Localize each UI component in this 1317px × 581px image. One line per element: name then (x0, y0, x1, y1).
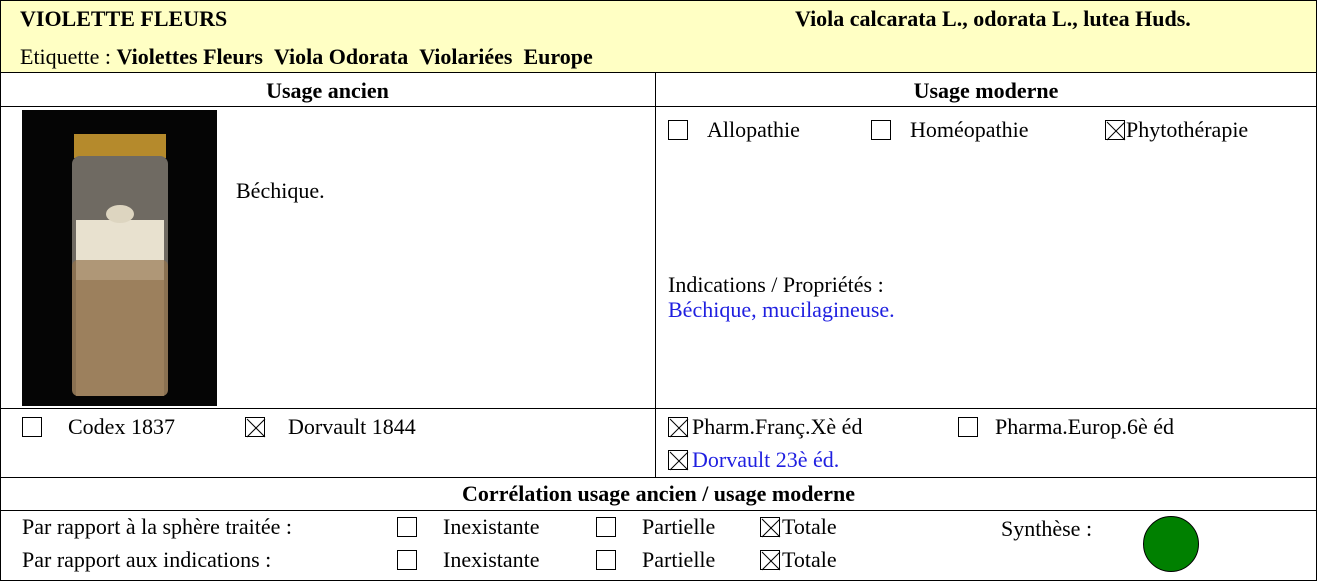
checkbox-label: Totale (782, 514, 837, 539)
synthesis-label: Synthèse : (1001, 516, 1093, 541)
header-background (0, 0, 1317, 72)
column-heading: Usage ancien (266, 78, 389, 103)
indications: Béchique, mucilagineuse. (668, 297, 895, 322)
border (0, 106, 1317, 107)
checkbox (668, 120, 688, 140)
checkbox-label: Pharma.Europ.6è éd (995, 414, 1174, 439)
checkbox (1105, 120, 1126, 141)
border (0, 510, 1317, 511)
description: Béchique. (236, 178, 325, 203)
checkbox-label: Homéopathie (910, 117, 1029, 142)
checkbox-label: Allopathie (707, 117, 800, 142)
checkbox (397, 517, 417, 537)
label: Viola Odorata (273, 44, 409, 69)
synthesis-indicator (1143, 516, 1199, 572)
checkbox-label: Inexistante (443, 514, 540, 539)
checkbox (958, 417, 978, 437)
checkbox-label: Inexistante (443, 547, 540, 572)
label-prefix: Etiquette : (20, 44, 112, 69)
row-label: Par rapport à la sphère traitée : (22, 514, 292, 539)
checkbox-label: Totale (782, 547, 837, 572)
correlation-heading: Corrélation usage ancien / usage moderne (462, 481, 855, 506)
border (0, 0, 1317, 1)
checkbox (668, 450, 689, 471)
checkbox-label: Codex 1837 (68, 414, 175, 439)
check-mark (761, 551, 781, 571)
check-mark (669, 451, 689, 471)
check-mark (669, 418, 689, 438)
checkbox-label: Dorvault 1844 (288, 414, 416, 439)
check-mark (1106, 121, 1126, 141)
checkbox (596, 517, 616, 537)
label: Violariées (419, 44, 513, 69)
checkbox-label: Dorvault 23è éd. (692, 447, 840, 472)
checkbox (668, 417, 689, 438)
jar-photo (22, 110, 217, 406)
checkbox (596, 550, 616, 570)
row-label: Par rapport aux indications : (22, 547, 272, 572)
label: Europe (523, 44, 593, 69)
check-mark (761, 518, 781, 538)
checkbox (22, 417, 42, 437)
species: Viola calcarata L., odorata L., lutea Hu… (795, 6, 1191, 31)
border (0, 408, 1317, 409)
border (0, 0, 1, 581)
label-line: Etiquette : Violettes Fleurs Viola Odora… (20, 44, 593, 70)
checkbox (760, 517, 781, 538)
checkbox (245, 417, 266, 438)
label: Violettes Fleurs (116, 44, 263, 69)
title: VIOLETTE FLEURS (20, 6, 228, 31)
checkbox-label: Partielle (642, 514, 716, 539)
checkbox (760, 550, 781, 571)
checkbox (397, 550, 417, 570)
check-mark (246, 418, 266, 438)
checkbox (871, 120, 891, 140)
column-heading: Usage moderne (913, 78, 1059, 103)
checkbox-label: Pharm.Franç.Xè éd (692, 414, 863, 439)
border (0, 72, 1317, 73)
checkbox-label: Partielle (642, 547, 716, 572)
border (0, 477, 1317, 478)
border (655, 72, 656, 477)
checkbox-label: Phytothérapie (1126, 117, 1249, 142)
indications-label: Indications / Propriétés : (668, 272, 884, 297)
